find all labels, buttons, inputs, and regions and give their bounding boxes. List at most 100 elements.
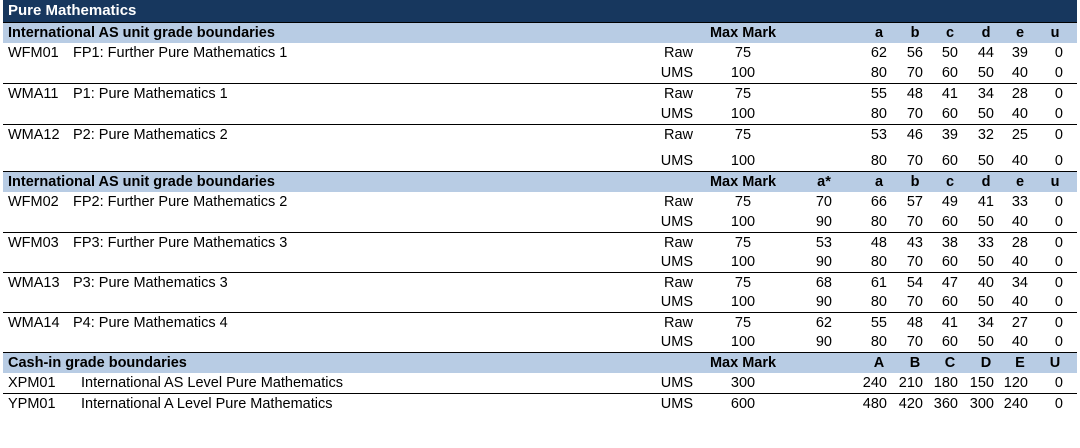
ums-boundary: 50 (977, 106, 994, 122)
grade-header: a (874, 25, 884, 41)
raw-boundary: 54 (906, 275, 923, 291)
ums-boundary: 40 (1011, 334, 1028, 350)
ums-boundary: 40 (1011, 153, 1028, 169)
raw-boundary: 62 (870, 45, 887, 61)
ums-label: UMS (660, 214, 693, 230)
raw-boundary: 57 (906, 194, 923, 210)
raw-boundary: 34 (977, 315, 994, 331)
max-mark-header: Max Mark (709, 174, 777, 190)
ums-label: UMS (660, 294, 693, 310)
unit-row: WFM02 FP2: Further Pure Mathematics 2 Raw 7… (3, 192, 1077, 232)
ums-max-mark: 100 (730, 334, 756, 350)
raw-boundary: 53 (870, 127, 887, 143)
ums-boundary: 80 (870, 254, 887, 270)
unit-name: P4: Pure Mathematics 4 (73, 315, 228, 331)
unit-name: FP2: Further Pure Mathematics 2 (73, 194, 288, 210)
ums-boundary: 50 (977, 65, 994, 81)
ums-boundary: 50 (977, 294, 994, 310)
raw-boundary: 28 (1011, 86, 1028, 102)
unit-row: WMA13 P3: Pure Mathematics 3 Raw 75 68 61 54 47… (3, 272, 1077, 312)
grade-header: a (874, 174, 884, 190)
ums-boundary: 40 (1011, 214, 1028, 230)
unit-row: WFM03 FP3: Further Pure Mathematics 3 Raw 7… (3, 232, 1077, 272)
ums-boundary: 60 (941, 153, 958, 169)
grade-header: c (945, 174, 955, 190)
ums-boundary: 60 (941, 334, 958, 350)
cashin-boundary: 240 (1003, 396, 1028, 412)
ums-boundary: 70 (906, 106, 923, 122)
unit-row: WMA14 P4: Pure Mathematics 4 Raw 75 62 55 48 41… (3, 312, 1077, 352)
cashin-row: XPM01 International AS Level Pure Mathema… (3, 373, 1077, 393)
ums-boundary: 90 (815, 334, 832, 350)
grade-header: D (980, 355, 992, 371)
grade-header: b (910, 174, 920, 190)
ums-label: UMS (660, 65, 693, 81)
tables: International AS unit grade boundaries Ma… (3, 22, 1077, 414)
raw-boundary: 56 (906, 45, 923, 61)
ums-boundary: 80 (870, 65, 887, 81)
ums-boundary: 40 (1011, 106, 1028, 122)
raw-boundary: 28 (1011, 235, 1028, 251)
raw-boundary: 55 (870, 86, 887, 102)
unit-name: P1: Pure Mathematics 1 (73, 86, 228, 102)
grade-header: d (981, 174, 991, 190)
ums-boundary: 80 (870, 153, 887, 169)
ums-max-mark: 100 (730, 153, 756, 169)
max-mark: 300 (730, 375, 756, 391)
raw-max-mark: 75 (734, 86, 752, 102)
raw-label: Raw (663, 235, 693, 251)
ums-boundary: 0 (1054, 254, 1063, 270)
unit-row: WMA11 P1: Pure Mathematics 1 Raw 75 55 48 41 34… (3, 83, 1077, 124)
raw-boundary: 46 (906, 127, 923, 143)
ums-boundary: 50 (977, 334, 994, 350)
unit-row: WMA12 P2: Pure Mathematics 2 Raw 75 53 46 39 32… (3, 124, 1077, 171)
unit-code: WMA11 (8, 86, 59, 102)
raw-label: Raw (663, 86, 693, 102)
raw-boundary: 33 (1011, 194, 1028, 210)
ums-label: UMS (660, 106, 693, 122)
unit-code: WMA13 (8, 275, 60, 291)
raw-boundary: 70 (815, 194, 832, 210)
ums-max-mark: 100 (730, 65, 756, 81)
raw-boundary: 0 (1054, 275, 1063, 291)
ums-boundary: 0 (1054, 334, 1063, 350)
grade-header: E (1015, 355, 1025, 371)
section-header: Cash-in grade boundaries Max Mark A B C D E U (3, 352, 1077, 373)
raw-boundary: 25 (1011, 127, 1028, 143)
grade-header: d (981, 25, 991, 41)
grade-header: b (910, 25, 920, 41)
section-heading: Cash-in grade boundaries (8, 355, 187, 371)
qualification-name: International AS Level Pure Mathematics (81, 375, 343, 391)
raw-boundary: 55 (870, 315, 887, 331)
ums-boundary: 0 (1054, 106, 1063, 122)
ums-boundary: 90 (815, 214, 832, 230)
ums-boundary: 90 (815, 294, 832, 310)
raw-boundary: 48 (870, 235, 887, 251)
ums-boundary: 80 (870, 106, 887, 122)
ums-boundary: 70 (906, 254, 923, 270)
raw-boundary: 48 (906, 86, 923, 102)
cashin-boundary: 480 (862, 396, 887, 412)
ums-boundary: 70 (906, 294, 923, 310)
section-heading: International AS unit grade boundaries (8, 174, 275, 190)
raw-boundary: 0 (1054, 45, 1063, 61)
ums-boundary: 50 (977, 214, 994, 230)
ums-boundary: 40 (1011, 254, 1028, 270)
ums-boundary: 80 (870, 294, 887, 310)
raw-boundary: 0 (1054, 235, 1063, 251)
unit-code: WFM01 (8, 45, 59, 61)
raw-boundary: 62 (815, 315, 832, 331)
cashin-boundary: 240 (862, 375, 887, 391)
qualification-name: International A Level Pure Mathematics (81, 396, 333, 412)
ums-label: UMS (660, 254, 693, 270)
grade-header: e (1015, 25, 1025, 41)
ums-boundary: 0 (1054, 153, 1063, 169)
cashin-boundary: 300 (969, 396, 994, 412)
unit-row: WFM01 FP1: Further Pure Mathematics 1 Raw 7… (3, 43, 1077, 83)
ums-boundary: 40 (1011, 294, 1028, 310)
raw-label: Raw (663, 45, 693, 61)
ums-boundary: 60 (941, 106, 958, 122)
qualification-code: XPM01 (8, 375, 56, 391)
cashin-boundary: 0 (1054, 396, 1063, 412)
raw-boundary: 0 (1054, 194, 1063, 210)
